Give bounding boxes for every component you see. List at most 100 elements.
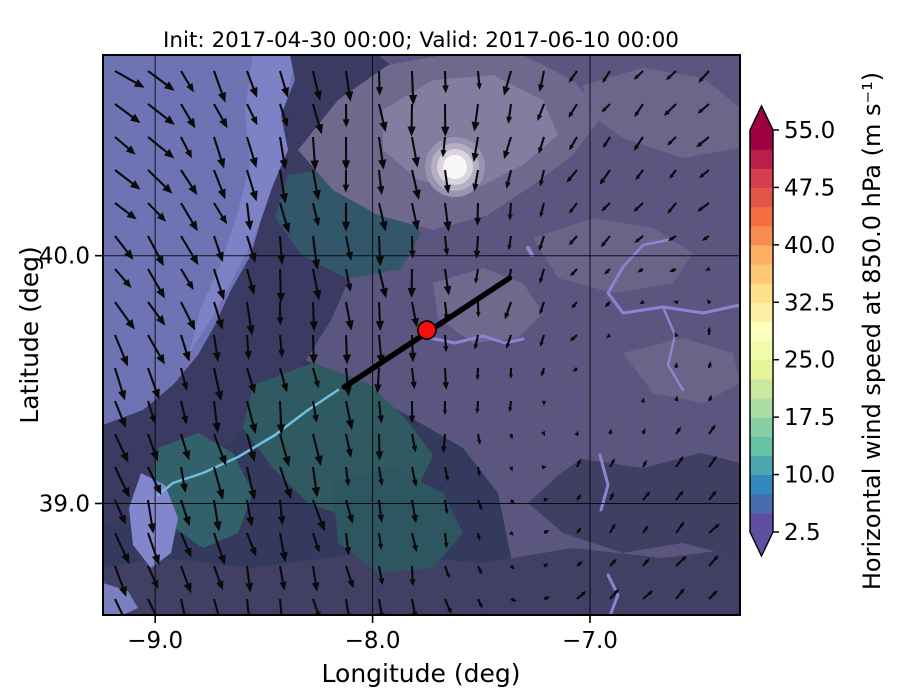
wind-arrow-head — [248, 252, 257, 263]
wind-arrow-head — [508, 373, 514, 379]
wind-arrow-head — [181, 415, 189, 425]
colorbar-band — [750, 149, 773, 169]
wind-arrow-shaft — [311, 169, 319, 195]
wind-arrow-head — [188, 184, 198, 196]
wind-arrow-shaft — [114, 433, 127, 458]
wind-arrow-head — [377, 415, 384, 424]
right-river-upper — [621, 238, 670, 269]
wind-arrow-head — [276, 317, 284, 326]
wind-arrow-head — [704, 266, 711, 271]
colorbar-band — [750, 512, 773, 533]
wind-arrow-head — [151, 579, 159, 590]
wind-arrow-head — [407, 287, 416, 298]
wind-arrow-head — [474, 217, 482, 226]
wind-arrow-head — [665, 75, 672, 81]
wind-arrow-shaft — [147, 169, 169, 191]
wind-arrow-shaft — [245, 169, 256, 196]
colorbar-band — [750, 130, 773, 150]
wind-arrow-head — [537, 114, 543, 122]
colorbar-band — [750, 302, 773, 323]
wind-arrow-shaft — [311, 136, 316, 165]
wind-arrow-head — [409, 250, 416, 259]
wind-arrow-head — [411, 317, 419, 328]
wind-arrow-head — [507, 214, 513, 221]
wind-arrow-head — [155, 315, 166, 326]
wind-arrow-head — [342, 119, 350, 128]
wind-arrow-head — [249, 546, 257, 557]
colorbar-band — [750, 244, 773, 265]
wind-arrow-head — [538, 277, 544, 284]
colorbar-band — [750, 168, 773, 189]
wind-arrow-shaft — [278, 169, 286, 198]
wind-arrow-head — [346, 514, 354, 524]
wind-arrow-head — [566, 176, 573, 183]
wind-arrow-head — [315, 123, 324, 135]
wind-arrow-head — [642, 459, 647, 466]
wind-arrow-head — [249, 190, 258, 202]
wind-arrow-shaft — [213, 433, 226, 461]
ocean-light-streak — [189, 55, 295, 353]
wind-arrow-head — [568, 77, 574, 83]
wind-arrow-head — [282, 456, 291, 467]
wind-arrow-head — [216, 289, 225, 301]
right-gray-patch-1 — [583, 68, 740, 158]
wind-arrow-head — [313, 217, 321, 227]
teal-patch-3 — [333, 468, 463, 573]
small-lake — [526, 246, 534, 257]
colorbar-band — [750, 283, 773, 303]
wind-arrow-head — [543, 497, 549, 503]
wind-arrow-head — [311, 582, 320, 592]
wind-arrow-head — [245, 616, 253, 626]
mid-gray-patch — [433, 268, 543, 343]
wind-arrow-shaft — [213, 169, 225, 195]
wind-arrow-head — [118, 585, 127, 597]
wind-arrow-head — [572, 367, 578, 373]
wind-arrow-head — [441, 126, 450, 137]
wind-arrow-shaft — [114, 235, 131, 256]
wind-arrow-head — [156, 287, 165, 299]
wind-arrow-head — [472, 183, 479, 192]
guadiana-river-mid — [598, 453, 610, 512]
wind-arrow-head — [149, 414, 157, 424]
wind-arrow-head — [710, 424, 716, 430]
wind-arrow-head — [121, 552, 130, 564]
wind-arrow-head — [444, 475, 450, 482]
wind-arrow-head — [151, 554, 160, 566]
wind-arrow-head — [129, 180, 141, 190]
wind-arrow-head — [712, 455, 717, 462]
colorbar-band — [750, 187, 773, 208]
wind-arrow-head — [248, 383, 256, 394]
wind-arrow-shaft — [212, 400, 219, 428]
wind-arrow-head — [476, 83, 482, 90]
tagus-river-cyan — [156, 388, 340, 497]
wind-arrow-head — [126, 210, 137, 220]
colorbar-tick-label: 32.5 — [784, 290, 835, 316]
wind-arrow-head — [314, 544, 320, 553]
wind-arrow-head — [698, 77, 704, 83]
wind-arrow-head — [674, 332, 679, 338]
wind-arrow-head — [182, 450, 191, 461]
axes-layer: −9.0 −8.0 −7.0 40.0 39.0 — [39, 54, 741, 654]
wind-arrow-head — [442, 85, 449, 94]
wind-arrow-head — [378, 577, 385, 586]
wind-arrow-head — [544, 529, 550, 535]
wind-arrow-head — [164, 81, 175, 91]
wind-arrow-head — [282, 222, 291, 234]
wind-arrow-head — [570, 271, 576, 277]
wind-arrow-head — [189, 254, 199, 266]
wind-arrow-head — [604, 302, 610, 308]
x-axis-label: Longitude (deg) — [322, 659, 521, 688]
wind-arrow-head — [347, 579, 355, 589]
wind-arrow-head — [475, 408, 480, 414]
wind-arrow-shaft — [114, 301, 133, 326]
wind-arrow-shaft — [245, 400, 256, 429]
wind-arrow-head — [407, 126, 416, 137]
wind-arrow-head — [246, 325, 255, 336]
wind-arrow-head — [442, 410, 448, 416]
wind-arrow-head — [375, 320, 385, 332]
wind-arrow-head — [446, 607, 452, 615]
wind-arrow-head — [283, 488, 292, 500]
wind-arrow-head — [341, 221, 351, 232]
wind-arrow-shaft — [311, 103, 322, 129]
wind-arrow-head — [609, 492, 614, 498]
